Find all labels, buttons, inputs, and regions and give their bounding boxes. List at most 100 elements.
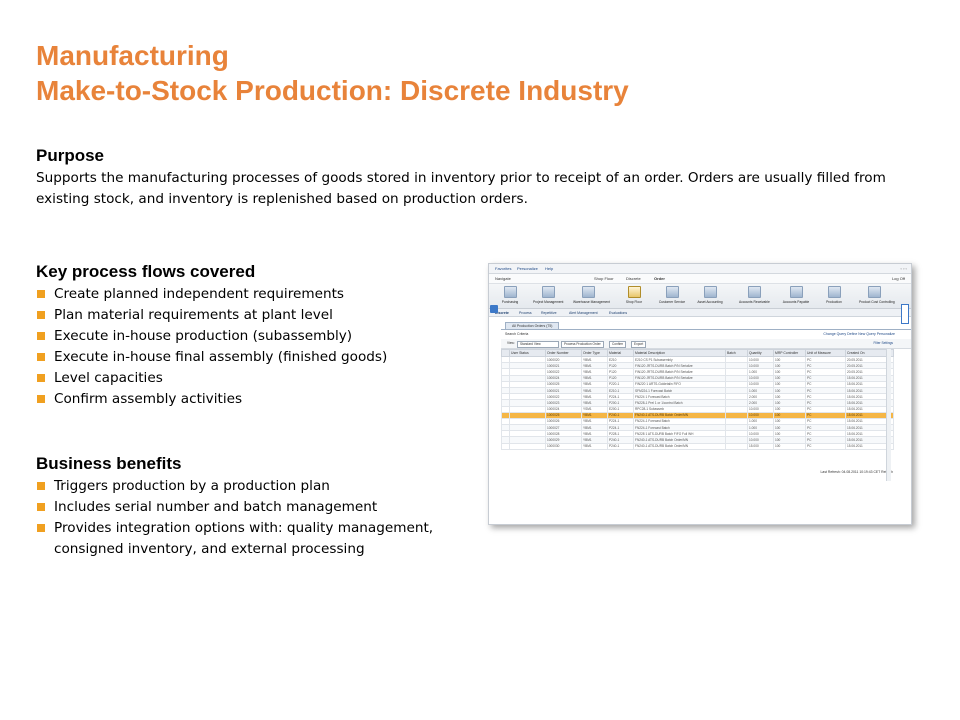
tab-all-production-orders[interactable]: All Production Orders (75) xyxy=(505,322,560,329)
nav-label: Navigate xyxy=(495,276,511,281)
menu-help[interactable]: Help xyxy=(545,266,554,271)
work-area: All Production Orders (75) Search Criter… xyxy=(501,322,911,524)
table-header-row: User Status Order Number Order Type Materia… xyxy=(501,349,894,357)
icon-purchasing[interactable]: Purchasing xyxy=(495,286,525,304)
menu-personalize[interactable]: Personalize xyxy=(517,266,538,271)
bullet-icon xyxy=(37,482,45,490)
view-label: View: xyxy=(507,341,515,345)
list-item-text: Create planned independent requirements xyxy=(54,286,344,302)
app-icon-bar: Purchasing Project Management Warehouse … xyxy=(489,284,911,309)
table-toolbar: View: Standard View Process Production O… xyxy=(501,339,911,349)
folder-icon xyxy=(703,286,717,298)
purpose-text: Supports the manufacturing processes of … xyxy=(36,170,886,207)
list-item: Plan material requirements at plant leve… xyxy=(36,305,387,326)
table-row[interactable]: 1000029 YBM1 P240-1 FN240-1 ATS-DURB Batch … xyxy=(501,436,894,444)
list-item: Triggers production by a production plan xyxy=(36,476,486,497)
icon-production[interactable]: Production xyxy=(819,286,849,304)
nav-crumb-discrete[interactable]: Discrete xyxy=(626,276,641,281)
list-item: Confirm assembly activities xyxy=(36,389,387,410)
subtab-alert-management[interactable]: Alert Management xyxy=(569,310,598,315)
bullet-icon xyxy=(37,503,45,511)
view-select[interactable]: Standard View xyxy=(517,341,559,348)
table-cell: YBM1 xyxy=(581,442,608,450)
folder-icon xyxy=(665,286,679,298)
process-production-order-button[interactable]: Process Production Order xyxy=(561,341,604,348)
table-row[interactable]: 1000030 YBM1 P240-1 FN240-1 ATS-DURB Batch … xyxy=(501,442,894,450)
confirm-button[interactable]: Confirm xyxy=(609,341,627,348)
icon-shop-floor[interactable]: Shop Floor xyxy=(619,286,649,304)
query-links[interactable]: Change Query Define New Query Personaliz… xyxy=(823,332,895,336)
title-line-1: Manufacturing xyxy=(36,40,229,71)
list-item: Execute in-house final assembly (finishe… xyxy=(36,347,387,368)
icon-asset-accounting[interactable]: Asset Accounting xyxy=(695,286,725,304)
list-item: Level capacities xyxy=(36,368,387,389)
column-header[interactable]: Quantity xyxy=(747,349,774,357)
column-header[interactable]: Material Description xyxy=(633,349,726,357)
benefits-list: Triggers production by a production plan… xyxy=(36,476,486,560)
list-item-text: Triggers production by a production plan xyxy=(54,478,330,494)
icon-customer-service[interactable]: Customer Service xyxy=(657,286,687,304)
benefits-heading: Business benefits xyxy=(36,454,182,473)
filter-settings-links[interactable]: Filter Settings xyxy=(873,341,894,345)
folder-icon xyxy=(503,286,517,298)
column-header[interactable]: Material xyxy=(607,349,634,357)
menu-favorites[interactable]: Favorites xyxy=(495,266,512,271)
column-header[interactable]: Order Type xyxy=(581,349,608,357)
icon-project-management[interactable]: Project Management xyxy=(533,286,563,304)
bullet-icon xyxy=(37,332,45,340)
table-row[interactable]: 1000023 YBM1 P200-1 FN228-1 Prel 1 or 1/con… xyxy=(501,399,894,407)
table-scrollbar[interactable] xyxy=(886,349,891,481)
select-all-cell[interactable] xyxy=(501,349,510,357)
table-cell xyxy=(509,442,546,450)
list-item-text: Execute in-house production (subassembly… xyxy=(54,328,353,344)
folder-icon xyxy=(581,286,595,298)
table-cell: PC xyxy=(805,442,846,450)
nav-crumb-order[interactable]: Order xyxy=(654,276,665,281)
list-item-text: Plan material requirements at plant leve… xyxy=(54,307,333,323)
folder-icon xyxy=(747,286,761,298)
column-header[interactable]: User Status xyxy=(509,349,546,357)
search-criteria-row: Search Criteria Change Query Define New … xyxy=(501,330,911,339)
column-header[interactable]: Unit of Measure xyxy=(805,349,846,357)
column-header[interactable]: MRP Controller xyxy=(773,349,806,357)
bullet-icon xyxy=(37,290,45,298)
application-screenshot: Favorites Personalize Help ▫ ▫ ▫ Navigat… xyxy=(488,263,912,525)
last-refresh-text: Last Refresh: 04.08.2011 10:19:43 CET Re… xyxy=(820,470,893,474)
icon-accounts-payable[interactable]: Accounts Payable xyxy=(781,286,811,304)
icon-product-cost-controlling[interactable]: Product Cost Controlling xyxy=(859,286,895,304)
subtab-discrete[interactable]: Discrete xyxy=(495,310,509,315)
logoff-link[interactable]: Log Off xyxy=(891,276,905,281)
bullet-icon xyxy=(37,374,45,382)
nav-crumb-shop-floor[interactable]: Shop Floor xyxy=(594,276,614,281)
bullet-icon xyxy=(37,395,45,403)
app-menubar: Favorites Personalize Help ▫ ▫ ▫ xyxy=(489,264,911,274)
table-cell: 15.000 xyxy=(747,442,774,450)
side-panel-handle[interactable] xyxy=(901,304,909,324)
navigation-toggle-icon[interactable] xyxy=(490,305,498,313)
subtab-evaluations[interactable]: Evaluations xyxy=(609,310,628,315)
folder-icon xyxy=(827,286,841,298)
row-selector[interactable] xyxy=(501,442,510,450)
list-item: Includes serial number and batch managem… xyxy=(36,497,486,518)
export-button[interactable]: Export xyxy=(631,341,647,348)
subtab-process[interactable]: Process xyxy=(519,310,532,315)
window-controls-icon[interactable]: ▫ ▫ ▫ xyxy=(900,266,907,271)
table-cell: 100 xyxy=(773,442,806,450)
search-criteria-toggle[interactable]: Search Criteria xyxy=(505,332,529,336)
column-header[interactable]: Batch xyxy=(725,349,748,357)
page-title: Manufacturing Make-to-Stock Production: … xyxy=(36,38,629,108)
icon-accounts-receivable[interactable]: Accounts Receivable xyxy=(739,286,770,304)
folder-icon xyxy=(541,286,555,298)
app-subtabs: Discrete Process Repetitive Alert Manage… xyxy=(489,309,911,317)
folder-icon xyxy=(867,286,881,298)
subtab-repetitive[interactable]: Repetitive xyxy=(541,310,557,315)
purpose-heading: Purpose xyxy=(36,146,105,165)
table-row[interactable]: 1000025 YBM1 P240-1 FN240-1 ATS-DURB Batch … xyxy=(501,411,894,419)
key-flows-list: Create planned independent requirements … xyxy=(36,284,387,410)
list-item-text: Execute in-house final assembly (finishe… xyxy=(54,349,388,365)
table-body: 1000020 YBM1 E210 E210 CS P1 Subassembly 10.… xyxy=(501,355,894,450)
list-item-text: Includes serial number and batch managem… xyxy=(54,499,378,515)
folder-icon xyxy=(627,286,641,298)
column-header[interactable]: Order Number xyxy=(545,349,582,357)
icon-warehouse-management[interactable]: Warehouse Management xyxy=(573,286,610,304)
